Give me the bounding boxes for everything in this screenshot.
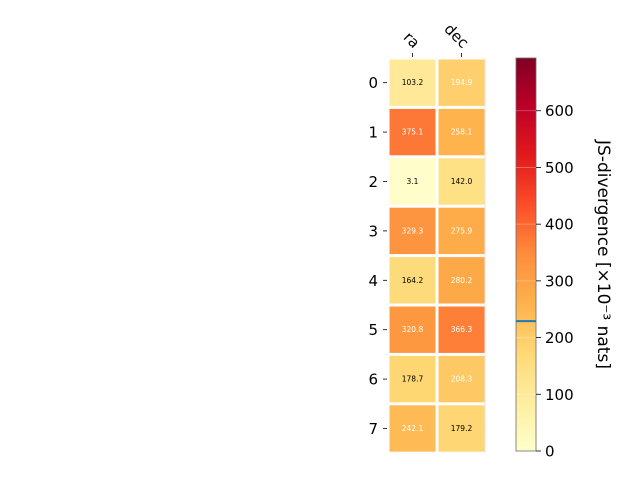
heatmap-cell <box>438 207 485 255</box>
heatmap-cell <box>389 257 436 304</box>
row-label: 5 <box>368 321 378 339</box>
heatmap-cell <box>438 158 485 205</box>
cell-value-label: 329.3 <box>402 226 424 235</box>
heatmap-cell <box>438 108 485 156</box>
cell-value-label: 194.9 <box>451 78 473 87</box>
heatmap-cell <box>438 405 485 452</box>
heatmap-cell <box>389 108 436 156</box>
colorbar-tick-label: 400 <box>545 216 574 234</box>
heatmap-cell <box>438 257 485 304</box>
row-label: 0 <box>368 74 378 92</box>
row-label: 3 <box>368 222 378 240</box>
row-label: 7 <box>368 420 378 438</box>
colorbar: 0 100 200 300 400 500 600 JS-divergence [×10⁻³ … <box>515 57 613 461</box>
colorbar-tick-label: 600 <box>545 102 574 120</box>
heatmap-area: 103.2 194.9 375.1 258.1 3.1 142.0 329.3 275.9 16… <box>389 59 485 452</box>
colorbar-gradient <box>515 57 537 452</box>
colorbar-tick-label: 0 <box>545 443 555 461</box>
colorbar-tick-label: 300 <box>545 272 574 290</box>
heatmap-cell <box>389 405 436 452</box>
row-label: 2 <box>368 173 378 191</box>
cell-value-label: 103.2 <box>402 78 424 87</box>
column-label: dec <box>441 20 473 52</box>
heatmap-cell <box>438 59 485 106</box>
cell-value-label: 208.3 <box>451 375 473 384</box>
column-label: ra <box>400 28 424 52</box>
colorbar-label: JS-divergence [×10⁻³ nats] <box>593 139 613 369</box>
row-label: 6 <box>368 371 378 389</box>
cell-value-label: 179.2 <box>451 424 473 433</box>
cell-value-label: 366.3 <box>451 325 473 334</box>
heatmap-cell <box>438 306 485 353</box>
cell-value-label: 164.2 <box>402 276 424 285</box>
cell-value-label: 258.1 <box>451 128 473 137</box>
cell-value-label: 3.1 <box>407 177 419 186</box>
cell-value-label: 280.2 <box>451 276 473 285</box>
colorbar-tick-label: 200 <box>545 329 574 347</box>
row-label: 1 <box>368 124 378 142</box>
cell-value-label: 142.0 <box>451 177 473 186</box>
colorbar-tick-label: 500 <box>545 159 574 177</box>
cell-value-label: 375.1 <box>402 128 424 137</box>
heatmap-cell <box>389 207 436 255</box>
heatmap-cell <box>389 59 436 106</box>
heatmap-cell <box>389 158 436 205</box>
cell-value-label: 242.1 <box>402 424 424 433</box>
cell-value-label: 275.9 <box>451 226 473 235</box>
cell-value-label: 320.8 <box>402 325 424 334</box>
heatmap-cell <box>389 355 436 403</box>
row-label: 4 <box>368 272 378 290</box>
colorbar-tick-label: 100 <box>545 386 574 404</box>
heatmap-cell <box>389 306 436 353</box>
heatmap-cell <box>438 355 485 403</box>
cell-value-label: 178.7 <box>402 375 424 384</box>
